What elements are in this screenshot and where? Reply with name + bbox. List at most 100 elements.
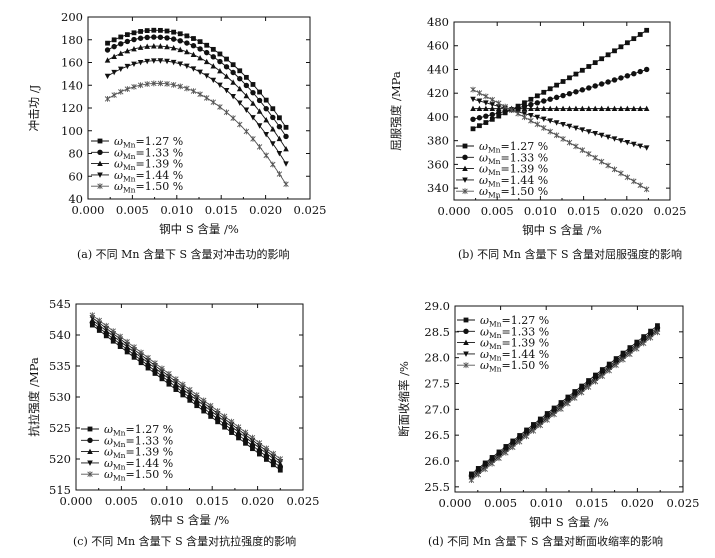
- data-point: [627, 351, 633, 358]
- x-tick-label: 0.005: [105, 494, 138, 508]
- data-point: [105, 40, 110, 46]
- data-point: [118, 88, 124, 95]
- data-point: [624, 40, 630, 46]
- data-point: [236, 435, 241, 441]
- data-point: [230, 69, 236, 76]
- data-point: [283, 181, 289, 188]
- data-point: [250, 135, 256, 142]
- y-axis-label: 屈服强度 /MPa: [389, 71, 403, 151]
- legend-omega: ω: [479, 163, 488, 176]
- legend-value: =1.44 %: [502, 348, 550, 361]
- x-axis-label: 钢中 S 含量 /%: [529, 515, 609, 529]
- data-point: [540, 116, 547, 122]
- data-point: [640, 340, 647, 347]
- data-point: [104, 57, 111, 63]
- legend-omega: ω: [114, 135, 123, 148]
- data-point: [131, 36, 137, 43]
- data-point: [592, 60, 598, 66]
- data-point: [170, 59, 177, 66]
- legend-entry: ωMn=1.44 %: [104, 457, 173, 472]
- legend-entry: ωMn=1.44 %: [480, 348, 549, 363]
- legend-value: =1.44 %: [136, 169, 184, 182]
- y-tick-label: 26.0: [424, 454, 450, 468]
- data-point: [184, 48, 190, 55]
- data-point: [579, 87, 586, 93]
- series-5: [104, 80, 289, 188]
- data-point: [521, 114, 528, 121]
- x-tick-label: 0.015: [205, 203, 238, 217]
- data-point: [573, 125, 579, 132]
- legend-entry: ωMn=1.27 %: [104, 423, 173, 438]
- data-point: [207, 402, 214, 409]
- legend-omega: ω: [479, 151, 488, 164]
- data-point: [197, 54, 203, 61]
- data-point: [470, 86, 476, 93]
- data-point: [237, 121, 243, 128]
- data-point: [131, 83, 137, 90]
- legend-omega: ω: [104, 423, 113, 436]
- data-point: [170, 81, 177, 88]
- series-2: [104, 34, 289, 140]
- data-point: [643, 186, 650, 193]
- y-tick-label: 40: [68, 192, 83, 206]
- y-tick-label: 200: [61, 10, 83, 24]
- data-point: [276, 123, 283, 130]
- data-point: [177, 38, 183, 44]
- data-point: [592, 131, 599, 137]
- data-point: [592, 154, 598, 161]
- data-point: [230, 115, 236, 122]
- data-point: [256, 143, 263, 150]
- x-tick-label: 0.000: [60, 494, 93, 508]
- circle-marker-icon: [87, 437, 93, 443]
- legend-value: =1.44 %: [501, 174, 549, 187]
- series-line: [92, 324, 281, 471]
- data-point: [573, 143, 579, 150]
- data-point: [243, 107, 250, 113]
- data-point: [270, 106, 276, 112]
- data-point: [541, 98, 547, 104]
- data-point: [553, 105, 560, 112]
- legend-subscript: Mn: [488, 146, 501, 155]
- data-point: [528, 117, 534, 124]
- legend-value: =1.33 %: [136, 146, 184, 159]
- legend-subscript: Mn: [488, 179, 501, 188]
- data-point: [187, 397, 193, 403]
- chart-caption: (d) 不同 Mn 含量下 S 含量对断面收缩率的影响: [428, 534, 663, 548]
- data-point: [620, 356, 626, 363]
- legend-omega: ω: [480, 337, 489, 350]
- x-tick-label: 0.010: [150, 494, 183, 508]
- y-tick-label: 360: [427, 157, 449, 171]
- series-1: [470, 27, 650, 132]
- data-point: [228, 418, 235, 425]
- data-point: [118, 34, 124, 40]
- data-point: [631, 141, 637, 148]
- data-point: [230, 93, 236, 100]
- data-point: [223, 88, 230, 94]
- data-point: [547, 118, 553, 124]
- legend-value: =1.27 %: [136, 135, 184, 148]
- legend-entry: ωMn=1.33 %: [479, 151, 548, 166]
- legend-omega: ω: [114, 146, 123, 159]
- legend-omega: ω: [480, 348, 489, 361]
- data-point: [170, 44, 177, 51]
- y-tick-label: 80: [68, 147, 83, 161]
- data-point: [598, 132, 605, 139]
- data-point: [230, 62, 236, 68]
- legend-value: =1.50 %: [502, 359, 550, 372]
- data-point: [605, 79, 611, 85]
- data-point: [236, 100, 243, 106]
- data-point: [489, 116, 495, 122]
- data-point: [250, 82, 256, 87]
- data-point: [599, 56, 605, 62]
- data-point: [243, 128, 250, 135]
- data-point: [117, 333, 123, 340]
- data-point: [177, 61, 184, 67]
- x-tick-label: 0.000: [72, 203, 105, 217]
- x-tick-label: 0.005: [484, 496, 517, 510]
- data-point: [566, 90, 573, 97]
- data-point: [592, 378, 599, 385]
- data-point: [643, 66, 650, 73]
- series-line: [472, 98, 647, 149]
- data-point: [117, 66, 124, 73]
- data-point: [124, 38, 131, 45]
